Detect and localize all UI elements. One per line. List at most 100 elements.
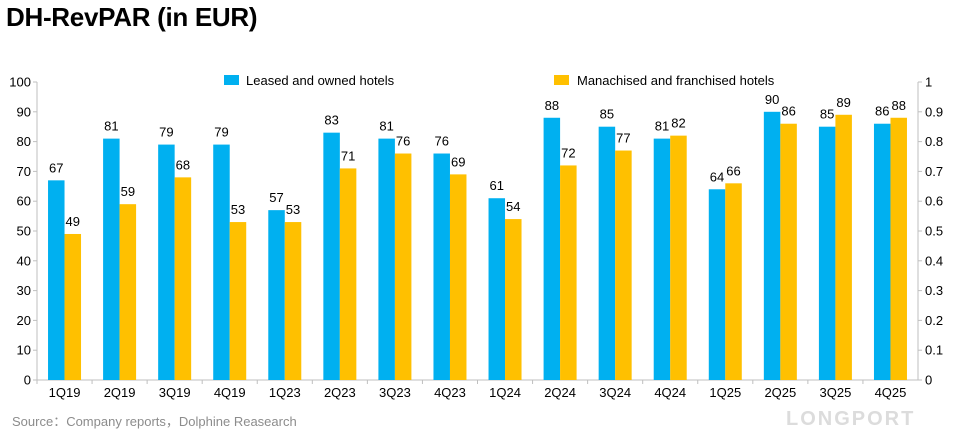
bar-series-1: [708, 189, 726, 380]
data-label-series-2: 82: [671, 116, 685, 131]
data-label-series-1: 57: [269, 190, 283, 205]
data-label-series-1: 85: [820, 107, 834, 122]
y2-tick-label: 0.3: [925, 283, 943, 298]
x-tick-label: 3Q19: [159, 385, 191, 400]
data-label-series-2: 68: [176, 157, 190, 172]
bar-series-2: [890, 117, 907, 380]
bar-series-1: [103, 138, 120, 380]
data-label-series-2: 53: [231, 202, 245, 217]
y-tick-label: 70: [17, 164, 31, 179]
bar-series-2: [725, 183, 742, 380]
bar-series-2: [780, 123, 797, 380]
y2-tick-label: 0.7: [925, 164, 943, 179]
data-label-series-2: 54: [506, 199, 520, 214]
x-tick-label: 1Q25: [709, 385, 741, 400]
bar-series-1: [48, 180, 65, 380]
data-label-series-2: 88: [891, 98, 905, 113]
bar-series-2: [284, 222, 302, 380]
bar-series-2: [670, 135, 687, 380]
y2-tick-label: 0.5: [925, 224, 943, 239]
x-tick-label: 1Q24: [489, 385, 521, 400]
data-label-series-1: 79: [214, 125, 228, 140]
x-tick-label: 3Q23: [379, 385, 411, 400]
data-label-series-1: 90: [765, 92, 779, 107]
bar-series-2: [64, 233, 82, 380]
data-label-series-1: 61: [490, 178, 504, 193]
data-label-series-2: 49: [66, 214, 80, 229]
bar-series-1: [323, 132, 340, 380]
legend-label-1: Leased and owned hotels: [246, 73, 395, 88]
y-tick-label: 90: [17, 104, 31, 119]
data-label-series-2: 86: [781, 104, 795, 119]
x-tick-label: 2Q24: [544, 385, 576, 400]
data-label-series-2: 53: [286, 202, 300, 217]
data-label-series-2: 77: [616, 131, 630, 146]
legend-label-2: Manachised and franchised hotels: [577, 73, 775, 88]
bar-series-2: [394, 153, 412, 380]
data-label-series-1: 86: [875, 104, 889, 119]
y2-tick-label: 0.8: [925, 134, 943, 149]
data-label-series-2: 76: [396, 134, 410, 149]
x-tick-label: 2Q25: [764, 385, 796, 400]
bar-series-2: [505, 219, 522, 380]
legend-swatch-2: [554, 75, 569, 85]
bar-series-1: [158, 144, 175, 380]
data-label-series-1: 88: [545, 98, 559, 113]
data-label-series-1: 85: [600, 107, 614, 122]
bar-series-1: [873, 123, 891, 380]
y-tick-label: 10: [17, 343, 31, 358]
legend-swatch-1: [224, 75, 239, 85]
bar-series-2: [560, 165, 577, 380]
x-tick-label: 3Q24: [599, 385, 631, 400]
bar-series-1: [378, 138, 395, 380]
chart-title: DH-RevPAR (in EUR): [6, 2, 258, 32]
bar-series-2: [229, 222, 247, 380]
source-note: Source：Company reports，Dolphine Reasearc…: [12, 414, 297, 429]
bar-series-1: [213, 144, 230, 380]
data-label-series-1: 81: [655, 119, 669, 134]
data-label-series-1: 79: [159, 125, 173, 140]
y-tick-label: 50: [17, 224, 31, 239]
y-tick-label: 40: [17, 253, 31, 268]
y2-tick-label: 0.1: [925, 343, 943, 358]
x-tick-label: 1Q23: [269, 385, 301, 400]
y2-tick-label: 0: [925, 373, 932, 388]
y2-tick-label: 0.2: [925, 313, 943, 328]
data-label-series-1: 81: [104, 119, 118, 134]
y2-tick-label: 0.6: [925, 194, 943, 209]
bar-series-2: [615, 150, 632, 380]
y2-tick-label: 1: [925, 75, 932, 90]
data-label-series-1: 83: [324, 113, 338, 128]
bar-series-1: [488, 198, 506, 380]
bar-series-2: [174, 177, 192, 380]
data-label-series-1: 64: [710, 169, 724, 184]
bar-series-1: [598, 126, 616, 380]
data-label-series-2: 59: [121, 184, 135, 199]
x-tick-label: 3Q25: [820, 385, 852, 400]
y2-tick-label: 0.9: [925, 104, 943, 119]
data-label-series-2: 72: [561, 145, 575, 160]
x-tick-label: 1Q19: [49, 385, 81, 400]
data-label-series-2: 66: [726, 163, 740, 178]
bar-series-1: [543, 117, 561, 380]
y-tick-label: 30: [17, 283, 31, 298]
x-tick-label: 4Q25: [875, 385, 907, 400]
y-tick-label: 100: [9, 75, 31, 90]
data-label-series-2: 71: [341, 148, 355, 163]
y-tick-label: 0: [24, 373, 31, 388]
bar-series-2: [835, 114, 852, 380]
watermark: LONGPORT: [786, 408, 916, 430]
y-tick-label: 20: [17, 313, 31, 328]
data-label-series-1: 67: [49, 160, 63, 175]
bar-series-1: [653, 138, 671, 380]
bar-series-1: [433, 153, 450, 380]
x-tick-label: 2Q23: [324, 385, 356, 400]
bar-series-2: [339, 168, 357, 380]
x-tick-label: 4Q19: [214, 385, 246, 400]
data-label-series-2: 89: [836, 95, 850, 110]
bar-series-1: [763, 111, 781, 381]
y-tick-label: 80: [17, 134, 31, 149]
x-tick-label: 2Q19: [104, 385, 136, 400]
x-tick-label: 4Q24: [654, 385, 686, 400]
